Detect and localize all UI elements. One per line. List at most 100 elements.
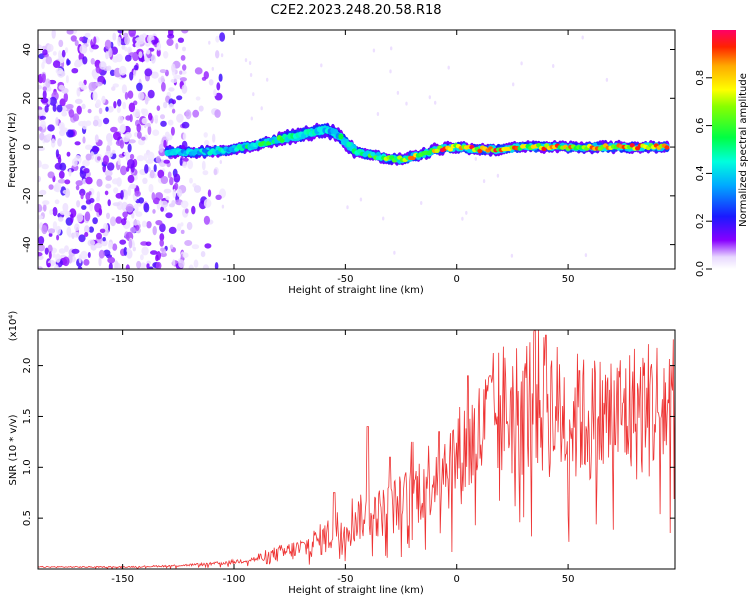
noise-blob	[112, 243, 118, 251]
noise-blob	[38, 109, 44, 116]
noise-blob	[244, 58, 248, 63]
noise-blob	[151, 39, 159, 44]
noise-blob	[260, 106, 263, 111]
noise-blob	[38, 215, 44, 220]
noise-blob	[167, 171, 172, 179]
noise-blob	[150, 250, 158, 255]
noise-blob	[152, 225, 157, 236]
noise-blob	[396, 90, 400, 95]
noise-blob	[152, 197, 161, 205]
noise-blob	[482, 179, 486, 184]
noise-blob	[465, 210, 468, 215]
noise-blob	[80, 250, 88, 260]
noise-blob	[163, 101, 168, 109]
colorbar-tick-label: 0.2	[695, 213, 706, 229]
noise-blob	[77, 266, 83, 269]
spectrogram-y-tick-label: 20	[22, 92, 33, 105]
noise-blob	[143, 153, 148, 162]
noise-blob	[107, 256, 116, 264]
noise-blob	[72, 113, 80, 122]
noise-blob	[124, 46, 128, 52]
noise-blob	[90, 58, 96, 65]
noise-blob	[125, 115, 132, 121]
spectrogram-x-tick-label: 50	[562, 274, 575, 285]
noise-blob	[128, 238, 133, 249]
noise-blob	[79, 44, 88, 54]
noise-blob	[66, 59, 71, 66]
spectrogram-axes: -150 -100 -50 0 50 -40 -20 0 20 40	[22, 30, 675, 285]
noise-blob	[176, 95, 183, 101]
snr-frame	[37, 329, 676, 570]
noise-blob	[249, 73, 253, 77]
noise-blob	[218, 73, 223, 82]
noise-blob	[101, 95, 106, 104]
noise-blob	[176, 113, 184, 123]
noise-blob	[39, 115, 47, 120]
noise-blob	[41, 163, 49, 170]
ridge-cell	[266, 141, 272, 146]
ridge-cell	[333, 129, 339, 135]
noise-blob	[202, 264, 209, 269]
ridge-cell	[357, 148, 363, 154]
noise-blob	[87, 239, 96, 247]
noise-blob	[75, 180, 84, 186]
noise-blob	[38, 106, 43, 111]
noise-blob	[111, 86, 116, 91]
noise-blob	[38, 146, 45, 151]
noise-blob	[46, 133, 53, 141]
noise-blob	[55, 67, 64, 75]
noise-blob	[163, 159, 170, 164]
noise-blob	[155, 155, 161, 163]
noise-blob	[198, 105, 204, 112]
noise-blob	[129, 153, 135, 160]
noise-blob	[141, 136, 146, 141]
noise-blob	[130, 226, 137, 234]
noise-blob	[101, 238, 108, 247]
noise-blob	[108, 47, 113, 58]
noise-blob	[137, 131, 142, 139]
noise-blob	[110, 216, 117, 227]
noise-blob	[138, 197, 145, 204]
noise-blob	[58, 39, 64, 48]
noise-blob	[38, 266, 43, 269]
noise-blob	[428, 95, 431, 100]
noise-blob	[155, 261, 162, 269]
noise-blob	[203, 198, 212, 208]
noise-blob	[74, 40, 79, 47]
noise-blob	[92, 91, 98, 101]
noise-blob	[173, 182, 179, 191]
noise-blob	[182, 161, 187, 168]
noise-blob	[142, 177, 148, 184]
noise-blob	[84, 225, 90, 234]
noise-blob	[160, 247, 165, 252]
noise-blob	[78, 120, 86, 127]
noise-blob	[38, 160, 42, 168]
noise-blob	[93, 115, 100, 121]
noise-blob	[144, 95, 149, 105]
noise-blob	[126, 247, 131, 254]
noise-blob	[52, 104, 57, 112]
noise-blob	[96, 232, 102, 240]
noise-blob	[208, 40, 211, 45]
noise-blob	[85, 153, 92, 161]
noise-blob	[108, 262, 113, 269]
noise-blob	[152, 209, 156, 214]
noise-blob	[166, 134, 173, 141]
noise-blob	[141, 220, 147, 228]
noise-blob	[84, 232, 89, 237]
noise-blob	[47, 96, 51, 105]
noise-blob	[47, 244, 53, 253]
noise-blob	[108, 241, 113, 250]
noise-blob	[96, 178, 103, 187]
noise-blob	[62, 256, 70, 267]
noise-blob	[107, 162, 115, 171]
noise-blob	[76, 200, 81, 208]
noise-blob	[405, 101, 408, 106]
noise-blob	[204, 243, 212, 249]
noise-blob	[105, 51, 109, 60]
ridge-cell	[338, 133, 344, 140]
noise-blob	[82, 159, 90, 167]
snr-x-tick-label: -100	[223, 574, 246, 585]
noise-blob	[68, 169, 72, 177]
noise-blob	[54, 199, 60, 205]
